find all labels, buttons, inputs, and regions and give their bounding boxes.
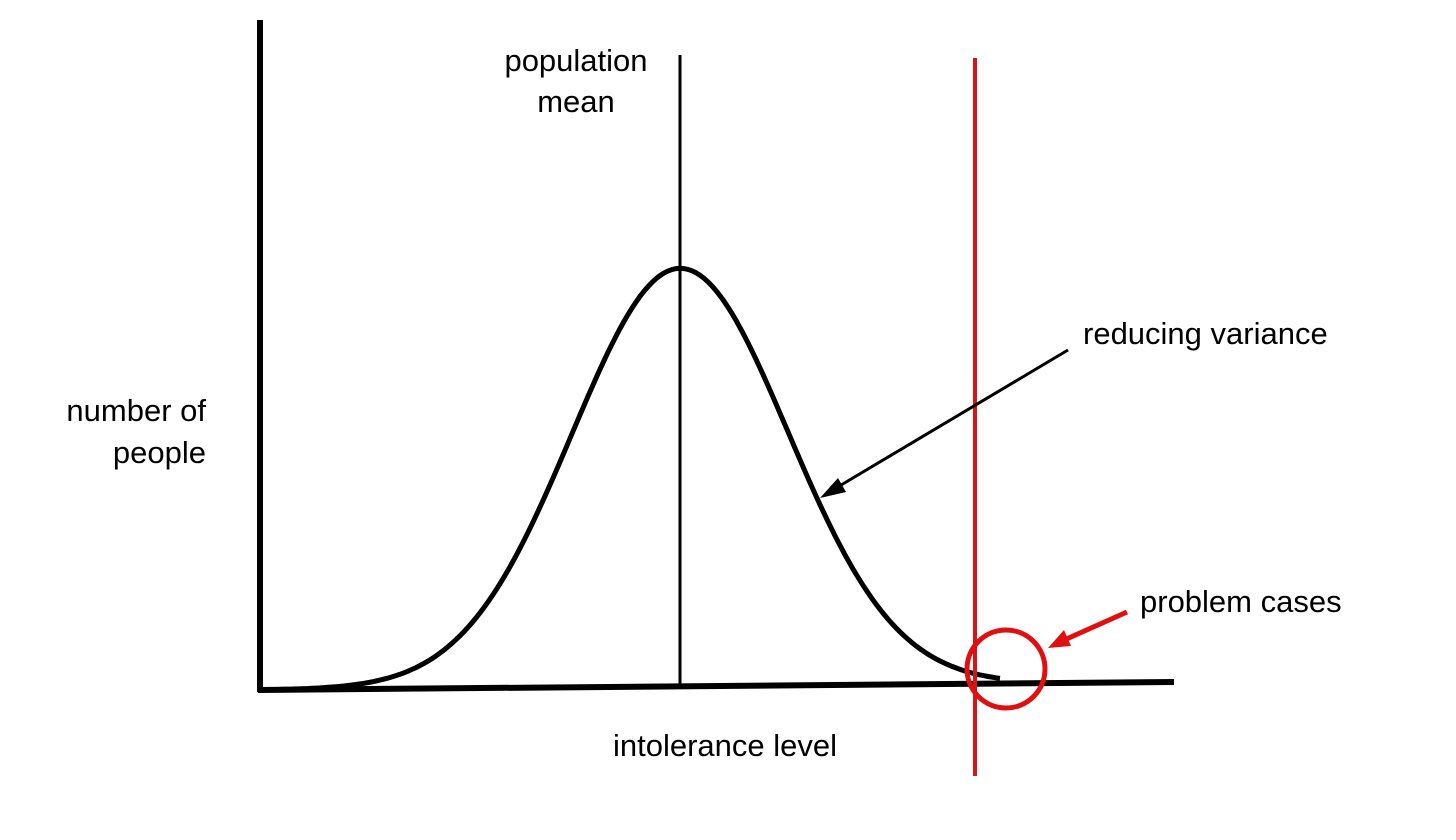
x-axis-label: intolerance level (613, 728, 837, 763)
curve-arrowhead (820, 478, 846, 498)
curve-annotation: reducing variance (1083, 316, 1328, 351)
bell-curve (279, 265, 1001, 692)
problem-arrowhead (1048, 630, 1071, 648)
y-axis-label: number of (66, 393, 206, 428)
problem-arrow (1060, 609, 1129, 644)
curve-arrow (825, 348, 1069, 496)
problem-circle (964, 627, 1048, 711)
y-axis-label: people (113, 435, 206, 470)
mean-label: mean (537, 84, 615, 119)
problem-annotation: problem cases (1140, 584, 1342, 619)
x-axis (257, 679, 1175, 693)
mean-label: population (504, 43, 647, 78)
